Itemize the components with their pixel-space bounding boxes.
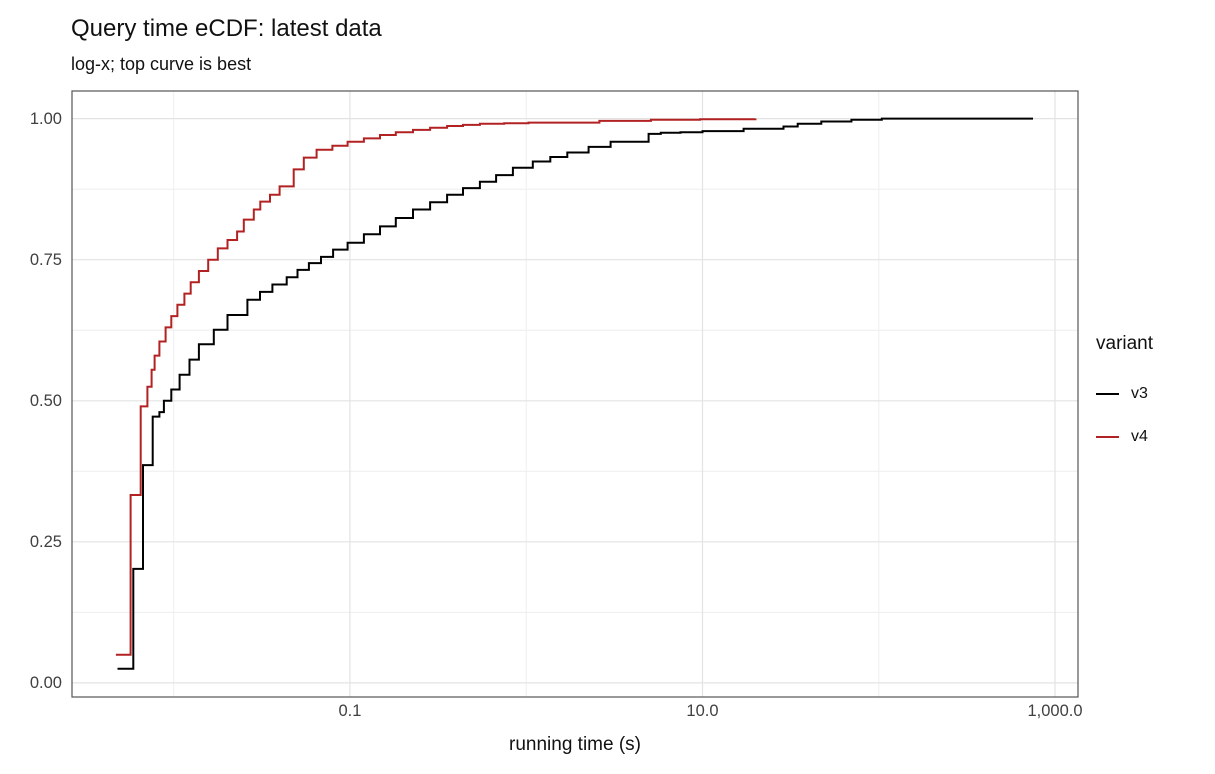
y-tick-label: 0.75 bbox=[29, 250, 62, 269]
legend-item-label: v3 bbox=[1131, 385, 1148, 402]
legend: variant v3 v4 bbox=[1096, 333, 1214, 445]
legend-key-line-v4 bbox=[1096, 435, 1119, 439]
y-tick-label: 0.25 bbox=[29, 532, 62, 551]
x-tick-label: 1,000.0 bbox=[1027, 702, 1083, 720]
y-tick-label: 0.00 bbox=[29, 673, 62, 692]
legend-title: variant bbox=[1096, 333, 1154, 354]
x-axis-label: running time (s) bbox=[509, 734, 641, 755]
series-v3 bbox=[117, 117, 1033, 670]
x-tick-label: 10.0 bbox=[686, 702, 719, 720]
chart-title: Query time eCDF: latest data bbox=[71, 15, 382, 42]
y-tick-label: 0.50 bbox=[29, 391, 62, 410]
x-tick-label: 0.1 bbox=[338, 702, 362, 720]
legend-key-line-v3 bbox=[1096, 392, 1119, 396]
panel-border bbox=[71, 90, 1079, 698]
series-v4 bbox=[115, 118, 757, 656]
legend-item-v3: v3 bbox=[1096, 385, 1148, 403]
legend-item-label: v4 bbox=[1131, 428, 1148, 445]
legend-item-v4: v4 bbox=[1096, 428, 1148, 446]
chart-subtitle: log-x; top curve is best bbox=[71, 54, 252, 74]
y-tick-label: 1.00 bbox=[29, 109, 62, 128]
